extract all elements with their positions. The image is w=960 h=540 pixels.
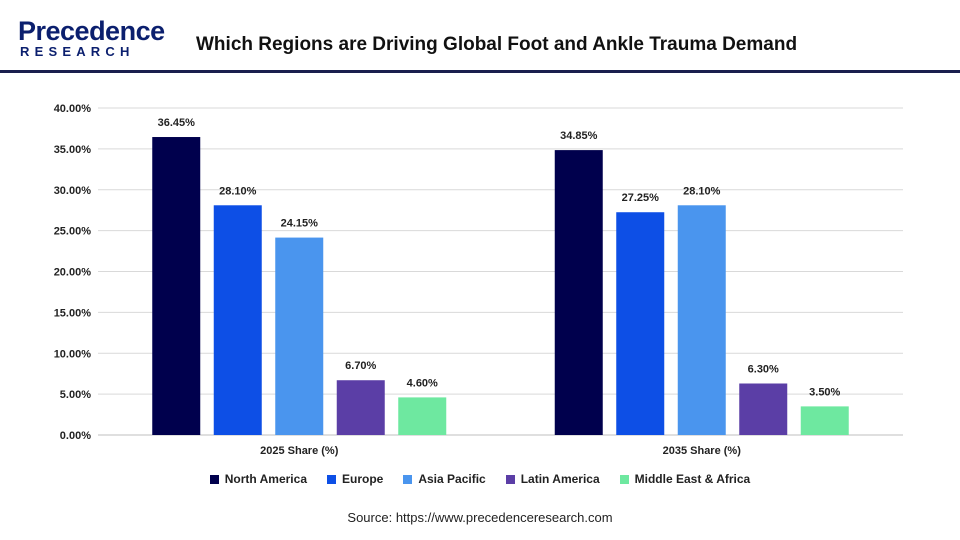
y-tick-label: 40.00% xyxy=(54,103,92,115)
legend-item: Europe xyxy=(327,472,383,486)
bar xyxy=(213,205,262,435)
legend-item: Latin America xyxy=(505,472,600,486)
x-axis-ticks: 2025 Share (%) 2035 Share (%) xyxy=(260,445,741,457)
legend-label: Europe xyxy=(342,472,384,486)
page-title: Which Regions are Driving Global Foot an… xyxy=(196,34,798,55)
data-labels: 36.45% 28.10% 24.15% 6.70% 4.60% 34.85% 27.25%… xyxy=(158,117,841,398)
logo-subtitle: RESEARCH xyxy=(20,44,135,59)
data-label: 34.85% xyxy=(560,130,598,142)
bar xyxy=(275,237,324,435)
bars xyxy=(152,137,849,436)
legend-item: Asia Pacific xyxy=(403,472,486,486)
brand-logo[interactable]: Precedence RESEARCH xyxy=(18,18,168,62)
legend-swatch xyxy=(327,474,336,484)
legend-label: North America xyxy=(224,472,307,486)
y-tick-label: 20.00% xyxy=(54,267,92,279)
legend-swatch xyxy=(619,474,629,484)
x-tick-label: 2035 Share (%) xyxy=(663,445,742,457)
legend-swatch xyxy=(403,474,413,484)
bar xyxy=(677,205,726,435)
y-tick-label: 15.00% xyxy=(54,307,92,319)
data-label: 6.70% xyxy=(345,360,376,372)
header-divider xyxy=(0,70,960,73)
x-tick-label: 2025 Share (%) xyxy=(260,445,339,457)
data-label: 36.45% xyxy=(158,117,196,129)
data-label: 4.60% xyxy=(407,377,438,389)
legend-swatch xyxy=(505,474,515,484)
y-tick-label: 25.00% xyxy=(54,226,92,238)
bar xyxy=(398,397,447,435)
y-tick-label: 5.00% xyxy=(60,389,91,401)
y-tick-label: 35.00% xyxy=(54,144,92,156)
legend-label: Asia Pacific xyxy=(418,472,486,486)
data-label: 3.50% xyxy=(809,386,840,398)
data-label: 27.25% xyxy=(622,192,660,204)
y-tick-label: 10.00% xyxy=(54,348,92,360)
data-label: 24.15% xyxy=(281,218,319,230)
y-axis-ticks: 0.00% 5.00% 10.00% 15.00% 20.00% 25.00% 30.00%… xyxy=(54,103,92,442)
legend-label: Latin America xyxy=(520,472,600,486)
legend-swatch xyxy=(209,474,219,484)
bar xyxy=(152,137,201,436)
y-tick-label: 30.00% xyxy=(54,185,92,197)
bar-chart: 0.00% 5.00% 10.00% 15.00% 20.00% 25.00% 30.00%… xyxy=(54,103,903,457)
data-label: 28.10% xyxy=(683,185,721,197)
logo-wordmark: Precedence xyxy=(18,16,165,46)
legend-item: Middle East & Africa xyxy=(619,472,751,486)
y-tick-label: 0.00% xyxy=(60,430,91,442)
source-note: Source: https://www.precedenceresearch.c… xyxy=(347,510,613,525)
bar xyxy=(554,150,603,435)
bar xyxy=(739,383,788,435)
legend-item: North America xyxy=(209,472,307,486)
header: Precedence RESEARCH Which Regions are Dr… xyxy=(0,0,960,73)
data-label: 28.10% xyxy=(219,185,257,197)
data-label: 6.30% xyxy=(748,363,779,375)
bar xyxy=(336,380,385,435)
legend-label: Middle East & Africa xyxy=(634,472,751,486)
legend: North America Europe Asia Pacific Latin Ame… xyxy=(0,470,960,488)
bar xyxy=(616,212,665,435)
bar xyxy=(800,406,849,435)
